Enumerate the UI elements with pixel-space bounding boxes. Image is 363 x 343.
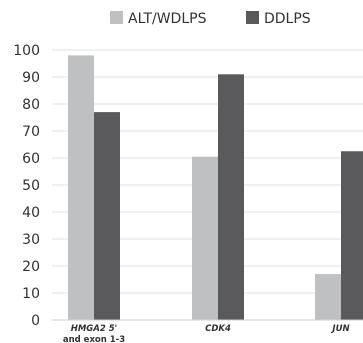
bars — [68, 55, 363, 321]
bar-alt-wdlps-2 — [315, 274, 341, 320]
legend-swatch — [246, 11, 259, 24]
legend-label: ALT/WDLPS — [128, 11, 207, 27]
x-tick-label: HMGA2 5' — [71, 324, 118, 334]
y-tick-label: 90 — [22, 70, 40, 86]
x-tick-label: CDK4 — [205, 324, 231, 334]
x-axis: HMGA2 5'and exon 1-3 CDK4 JUN — [52, 319, 363, 343]
bar-ddlps-1 — [218, 74, 244, 320]
y-tick-label: 20 — [22, 259, 40, 275]
y-tick-label: 10 — [22, 286, 40, 302]
y-tick-label: 50 — [22, 178, 40, 194]
y-axis: 0 10 20 30 40 50 60 70 80 90 100 — [13, 43, 40, 329]
x-tick-label: and exon 1-3 — [63, 335, 125, 343]
y-tick-label: 0 — [31, 313, 40, 329]
legend-swatch — [110, 11, 123, 24]
y-tick-label: 70 — [22, 124, 40, 140]
y-tick-label: 30 — [22, 232, 40, 248]
legend: ALT/WDLPS DDLPS — [110, 11, 311, 27]
y-tick-label: 100 — [13, 43, 40, 59]
bar-alt-wdlps-1 — [192, 156, 218, 320]
bar-ddlps-2 — [341, 151, 363, 320]
bar-ddlps-0 — [94, 112, 120, 320]
y-tick-label: 40 — [22, 205, 40, 221]
y-tick-label: 60 — [22, 151, 40, 167]
x-tick-label: JUN — [330, 324, 349, 334]
y-tick-label: 80 — [22, 97, 40, 113]
legend-label: DDLPS — [264, 11, 311, 27]
bar-alt-wdlps-0 — [68, 55, 94, 321]
